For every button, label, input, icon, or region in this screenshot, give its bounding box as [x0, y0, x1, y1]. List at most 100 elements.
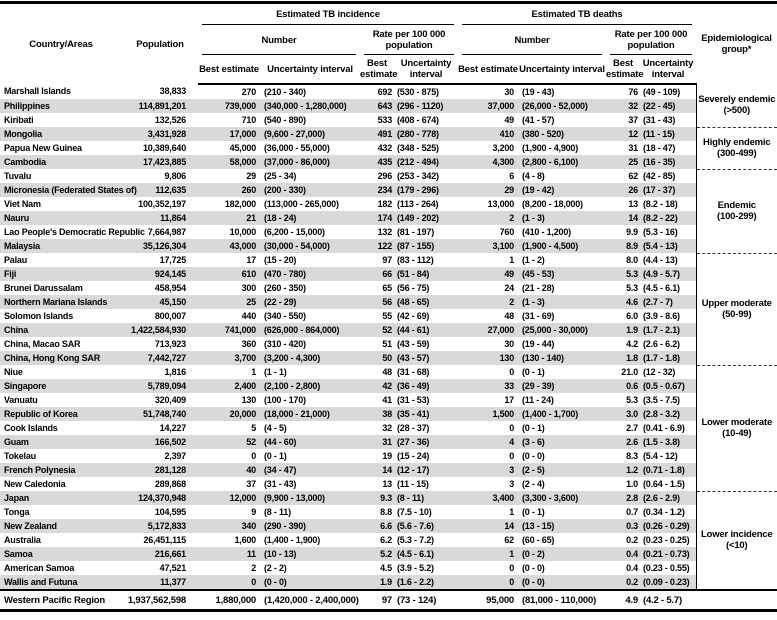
cell-deaths-rate-best: 1.9: [606, 323, 640, 337]
table-row: Cambodia 17,423,885 58,000 (37,000 - 86,000…: [0, 155, 777, 169]
cell-deaths-rate-interval: (0.41 - 6.9): [643, 422, 685, 433]
cell-deaths-interval: (130 - 140): [518, 351, 606, 365]
cell-incidence-rate-interval: (11 - 15): [397, 478, 429, 489]
cell-deaths-rate-best: 5.3: [626, 282, 638, 293]
cell-country: Viet Nam: [4, 198, 41, 209]
cell-deaths-rate-best: 1.8: [606, 351, 640, 365]
cell-incidence-rate-best: 4.5: [380, 562, 392, 573]
cell-population: 17,423,885: [122, 155, 198, 169]
cell-incidence-rate-best: 55: [382, 310, 392, 321]
cell-deaths-best: 130: [458, 351, 518, 365]
cell-deaths-rate-interval: (8.2 - 22): [640, 211, 696, 225]
cell-deaths-rate-interval: (0.09 - 0.23): [640, 575, 696, 590]
epi-group-cell: Severely endemic (>500): [695, 84, 777, 127]
cell-deaths-best: 4,300: [458, 155, 518, 169]
cell-incidence-rate-best: 48: [382, 366, 392, 377]
cell-deaths-interval: (19 - 42): [518, 183, 606, 197]
cell-deaths-rate-best: 0.2: [606, 575, 640, 590]
cell-deaths-best: 33: [458, 379, 518, 393]
cell-country: Guam: [0, 435, 122, 449]
epi-group-cell: Lower moderate (10-49): [695, 364, 777, 491]
cell-deaths-best: 30: [504, 338, 514, 349]
table-row: Viet Nam 100,352,197 182,000 (113,000 - 265…: [0, 197, 777, 211]
cell-incidence-rate-interval: (28 - 37): [397, 422, 430, 433]
cell-incidence-best: 182,000: [224, 198, 256, 209]
table-row: Samoa 216,661 11 (10 - 13) 5.2 (4.5 - 6.1) 1 (0…: [0, 547, 777, 561]
cell-incidence-best: 1,600: [234, 534, 256, 545]
cell-deaths-best: 13,000: [487, 198, 515, 209]
cell-country: Cook Islands: [4, 422, 58, 433]
cell-incidence-best: 741,000: [198, 323, 260, 337]
cell-incidence-interval: (290 - 390): [260, 519, 360, 533]
col-header-deaths-rate-best: Best estimate: [606, 55, 644, 85]
cell-incidence-interval: (6,200 - 15,000): [264, 226, 325, 237]
epi-group-range: (>500): [723, 105, 751, 117]
table-row: New Caledonia 289,868 37 (31 - 43) 13 (11 - 1…: [0, 477, 777, 491]
cell-deaths-best: 29: [458, 183, 518, 197]
cell-incidence-rate-interval: (51 - 84): [394, 267, 458, 281]
cell-incidence-rate-interval: (36 - 49): [394, 379, 458, 393]
cell-deaths-rate-interval: (5.4 - 12): [643, 450, 678, 461]
cell-country: American Samoa: [4, 562, 75, 573]
cell-incidence-interval: (25 - 34): [264, 170, 297, 181]
cell-deaths-interval: (0 - 0): [518, 575, 606, 590]
cell-population: 132,526: [154, 114, 186, 125]
table-row: Guam 166,502 52 (44 - 60) 31 (27 - 36) 4 (3 - 6…: [0, 435, 777, 449]
cell-incidence-rate-interval: (212 - 494): [394, 155, 458, 169]
cell-population: 2,397: [164, 450, 186, 461]
cell-deaths-rate-best: 2.8: [606, 491, 640, 505]
cell-deaths-interval: (1,900 - 4,900): [522, 142, 579, 153]
cell-incidence-rate-interval: (5.6 - 7.6): [394, 519, 458, 533]
cell-incidence-rate-interval: (43 - 59): [397, 338, 430, 349]
cell-incidence-rate-interval: (43 - 57): [394, 351, 458, 365]
cell-population: 112,635: [122, 183, 198, 197]
cell-incidence-rate-interval: (530 - 875): [397, 86, 439, 97]
cell-population: 124,370,948: [122, 491, 198, 505]
cell-deaths-best: 24: [504, 282, 514, 293]
table-row: Tokelau 2,397 0 (0 - 1) 19 (15 - 24) 0 (0 - 0) 8…: [0, 449, 777, 463]
cell-incidence-rate-interval: (31 - 68): [397, 366, 430, 377]
cell-incidence-rate-best: 692: [377, 86, 393, 97]
cell-population: 5,172,833: [122, 519, 198, 533]
epi-group-cell: Endemic (100-299): [695, 168, 777, 253]
cell-country: Samoa: [0, 547, 122, 561]
cell-incidence-rate-best: 234: [360, 183, 394, 197]
cell-deaths-rate-interval: (2.8 - 3.2): [640, 407, 696, 421]
cell-population: 216,661: [122, 547, 198, 561]
cell-incidence-rate-interval: (253 - 342): [397, 170, 439, 181]
cell-deaths-best: 0: [458, 575, 518, 590]
cell-incidence-best: 17: [246, 254, 256, 265]
cell-deaths-rate-best: 0.4: [626, 562, 638, 573]
cell-incidence-rate-interval: (4.5 - 6.1): [394, 547, 458, 561]
cell-deaths-rate-best: 31: [628, 142, 638, 153]
col-header-inc-rate-uncertainty: Uncertainty interval: [394, 55, 458, 85]
cell-deaths-rate-best: 0.6: [606, 379, 640, 393]
cell-incidence-rate-interval: (113 - 264): [397, 198, 439, 209]
cell-population: 14,227: [159, 422, 187, 433]
cell-population: 104,595: [154, 506, 186, 517]
cell-deaths-rate-best: 5.3: [606, 267, 640, 281]
cell-deaths-rate-best: 1.2: [606, 463, 640, 477]
cell-deaths-best: 760: [499, 226, 515, 237]
cell-incidence-rate-interval: (408 - 674): [397, 114, 439, 125]
cell-deaths-rate-best: 0.3: [606, 519, 640, 533]
cell-deaths-rate-best: 9.9: [626, 226, 638, 237]
cell-deaths-rate-best: 3.0: [606, 407, 640, 421]
cell-incidence-rate-interval: (5.3 - 7.2): [397, 534, 434, 545]
cell-incidence-rate-interval: (179 - 296): [394, 183, 458, 197]
table-row: Micronesia (Federated States of) 112,635 2…: [0, 183, 777, 197]
col-header-inc-num-uncertainty: Uncertainty interval: [260, 55, 360, 85]
cell-deaths-rate-interval: (0.64 - 1.5): [643, 478, 685, 489]
cell-deaths-rate-best: 2.6: [606, 435, 640, 449]
table-row: China 1,422,584,930 741,000 (626,000 - 864,…: [0, 323, 777, 337]
cell-deaths-rate-best: 14: [606, 211, 640, 225]
table-row: Palau 17,725 17 (15 - 20) 97 (83 - 112) 1 (1 - …: [0, 252, 777, 365]
cell-country: Tokelau: [4, 450, 36, 461]
cell-population: 1,816: [164, 366, 186, 377]
cell-country: Vanuatu: [4, 394, 38, 405]
table-row: Nauru 11,864 21 (18 - 24) 174 (149 - 202) 2 (1 …: [0, 211, 777, 225]
col-header-deaths-num-uncertainty: Uncertainty interval: [518, 55, 606, 85]
cell-incidence-rate-best: 296: [377, 170, 393, 181]
cell-deaths-interval: (3,300 - 3,600): [518, 491, 606, 505]
cell-deaths-rate-best: 8.0: [626, 254, 638, 265]
